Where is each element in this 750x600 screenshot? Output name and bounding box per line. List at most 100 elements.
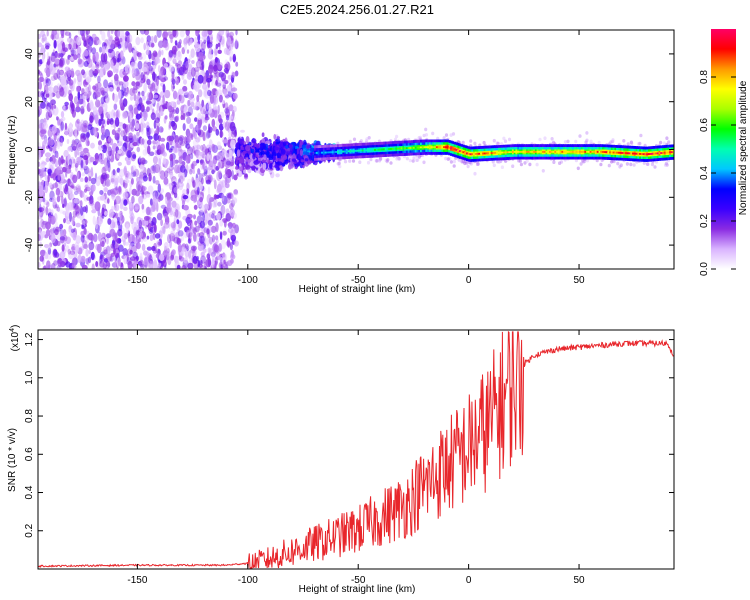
- spectrogram-noise-cell: [205, 78, 212, 83]
- spectrogram-noise-cell: [56, 195, 61, 203]
- spectrogram-noise-cell: [206, 194, 212, 204]
- spectrogram-noise-cell: [150, 112, 156, 121]
- spectrogram-noise-cell: [95, 176, 101, 187]
- spectrogram-noise-cell: [111, 194, 116, 201]
- spectrogram-noise-cell: [226, 84, 232, 92]
- spectrogram-noise-cell: [45, 243, 52, 251]
- spectrogram-noise-cell: [120, 50, 124, 60]
- spectrogram-noise-cell: [101, 152, 105, 161]
- spectrogram-noise-cell: [74, 133, 78, 139]
- spectrogram-noise-cell: [132, 154, 137, 159]
- spectrogram-noise-cell: [143, 63, 149, 73]
- spectrogram-noise-cell: [189, 123, 194, 130]
- spectrogram-noise-cell: [110, 150, 115, 156]
- spectrogram-noise-cell: [190, 101, 195, 108]
- spectrogram-noise-cell: [103, 45, 108, 54]
- spectrogram-noise-cell: [101, 110, 105, 119]
- spectrogram-noise-cell: [127, 235, 131, 244]
- spectrogram-noise-cell: [53, 213, 58, 222]
- spectrogram-noise-cell: [211, 210, 216, 215]
- spectrogram-noise-cell: [198, 89, 203, 98]
- spectrogram-noise-cell: [172, 54, 177, 63]
- spectrogram-blob-cell: [239, 138, 244, 145]
- spectrogram-noise-cell: [124, 40, 129, 51]
- spectrogram-noise-cell: [219, 257, 224, 265]
- spectrogram-halo-cell: [609, 160, 614, 164]
- spectrogram-noise-cell: [145, 121, 150, 129]
- spectrogram-noise-cell: [106, 236, 109, 245]
- spectrogram-noise-cell: [135, 122, 140, 130]
- spectrogram-noise-cell: [197, 74, 204, 84]
- spectrogram-noise-cell: [94, 201, 101, 212]
- spectrogram-noise-cell: [44, 152, 51, 158]
- spectrogram-noise-cell: [203, 248, 207, 253]
- spectrogram-noise-cell: [108, 87, 114, 92]
- spectrogram-halo-cell: [563, 140, 568, 144]
- spectrogram-noise-cell: [133, 93, 137, 102]
- spectrogram-noise-cell: [54, 228, 59, 236]
- spectrogram-noise-cell: [170, 37, 173, 44]
- spectrogram-halo-cell: [558, 161, 562, 165]
- spectrogram-halo-cell: [366, 160, 371, 165]
- spectrogram-noise-cell: [40, 197, 43, 203]
- spectrogram-noise-cell: [123, 199, 128, 206]
- spectrogram-noise-cell: [117, 175, 123, 184]
- spectrogram-noise-cell: [130, 216, 134, 225]
- spectrogram-noise-cell: [222, 205, 226, 214]
- spectrogram-noise-cell: [172, 147, 178, 154]
- spectrogram-noise-cell: [70, 68, 75, 78]
- spectrogram-noise-cell: [189, 54, 193, 60]
- spectrogram-noise-cell: [226, 36, 232, 46]
- spectrogram-noise-cell: [117, 30, 121, 38]
- spectrogram-noise-cell: [171, 78, 176, 86]
- spectrogram-blob-cell: [299, 149, 303, 156]
- spectrogram-halo-cell: [619, 163, 623, 167]
- spectrogram-noise-cell: [45, 76, 49, 83]
- spectrogram-noise-cell: [83, 49, 89, 57]
- spectrogram-noise-cell: [109, 189, 113, 194]
- spectrogram-halo-cell: [367, 136, 371, 140]
- spectrogram-noise-cell: [226, 237, 231, 248]
- spectrogram-noise-cell: [198, 172, 203, 183]
- spectrogram-noise-cell: [222, 139, 229, 144]
- spectrogram-noise-cell: [134, 202, 140, 210]
- spectrogram-noise-cell: [139, 138, 143, 145]
- spectrogram-noise-cell: [160, 137, 166, 142]
- spectrogram-noise-cell: [103, 79, 109, 88]
- spectrogram-noise-cell: [157, 196, 161, 203]
- spectrogram-noise-cell: [130, 165, 137, 172]
- spectrogram-noise-cell: [167, 135, 173, 141]
- spectrogram-noise-cell: [112, 92, 115, 101]
- spectrogram-noise-cell: [119, 202, 124, 210]
- spectrogram-noise-cell: [162, 152, 167, 157]
- spectrogram-noise-cell: [164, 89, 171, 99]
- spectrogram-noise-cell: [77, 58, 83, 65]
- spectrogram-halo-cell: [424, 127, 428, 132]
- spectrogram-noise-cell: [162, 95, 165, 105]
- spectrogram-noise-cell: [201, 41, 206, 51]
- spectrogram-noise-cell: [196, 144, 201, 150]
- spectrogram-noise-cell: [213, 194, 217, 200]
- spectrogram-noise-cell: [56, 116, 59, 121]
- spectrogram-noise-cell: [218, 243, 222, 252]
- spectrogram-blob-cell: [277, 161, 283, 166]
- spectrogram-noise-cell: [61, 244, 65, 252]
- spectrogram-noise-cell: [62, 41, 66, 52]
- spectrogram-noise-cell: [110, 79, 114, 86]
- spectrogram-noise-cell: [224, 63, 229, 70]
- spectrogram-noise-cell: [166, 141, 170, 151]
- spectrogram-noise-cell: [200, 255, 207, 264]
- spectrogram-noise-cell: [118, 238, 122, 244]
- spectrogram-noise-cell: [207, 219, 213, 226]
- spectrogram-noise-cell: [191, 60, 195, 64]
- spectrogram-noise-cell: [38, 212, 42, 218]
- spectrogram-noise-cell: [179, 95, 185, 104]
- spectrogram-blob-cell: [261, 132, 265, 137]
- spectrogram-noise-cell: [149, 260, 154, 265]
- spectrogram-noise-cell: [124, 241, 130, 246]
- spectrogram-noise-cell: [104, 171, 108, 181]
- spectrogram-noise-cell: [204, 30, 208, 35]
- spectrogram-noise-cell: [190, 245, 197, 251]
- spectrogram-noise-cell: [182, 123, 186, 131]
- spectrogram-noise-cell: [148, 92, 154, 101]
